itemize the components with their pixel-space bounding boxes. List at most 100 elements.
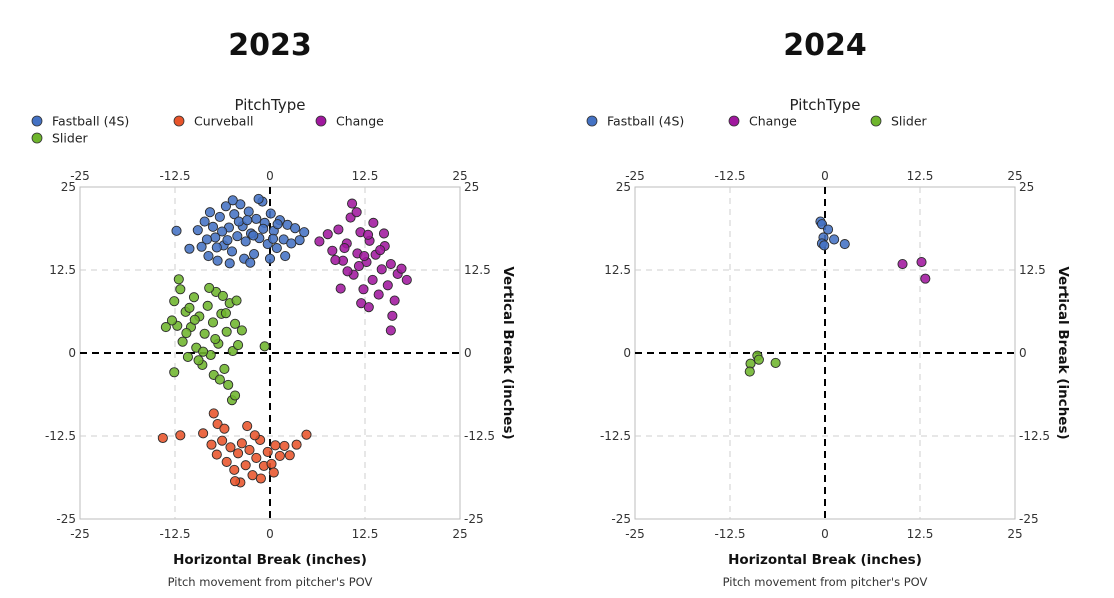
data-point bbox=[203, 251, 214, 262]
data-point bbox=[199, 328, 210, 339]
data-point bbox=[207, 317, 219, 328]
y-tick-label-right: 25 bbox=[1019, 180, 1034, 194]
data-point bbox=[171, 225, 182, 236]
data-point bbox=[251, 452, 262, 463]
data-point bbox=[201, 234, 212, 245]
series-change bbox=[897, 256, 931, 284]
legend-item: Fastball (4S) bbox=[31, 114, 129, 129]
data-point bbox=[219, 423, 230, 434]
y-tick-label-left: -12.5 bbox=[600, 429, 631, 443]
data-point bbox=[181, 328, 192, 339]
data-point bbox=[259, 341, 270, 352]
data-point bbox=[173, 274, 184, 285]
data-point bbox=[368, 217, 379, 228]
data-point bbox=[232, 231, 243, 242]
data-point bbox=[839, 239, 850, 250]
chart-title: 2023 bbox=[228, 28, 312, 63]
legend-item: Curveball bbox=[173, 114, 253, 129]
y-tick-label-right: -25 bbox=[464, 512, 484, 526]
data-point bbox=[753, 354, 764, 365]
series-change bbox=[314, 198, 412, 336]
data-point bbox=[290, 223, 301, 234]
data-point bbox=[229, 476, 241, 487]
legend-label: Curveball bbox=[194, 114, 253, 129]
data-point bbox=[266, 458, 277, 469]
data-point bbox=[347, 198, 358, 209]
series-slider bbox=[160, 274, 270, 406]
legend-label: Slider bbox=[891, 114, 928, 129]
x-tick-label-top: 12.5 bbox=[352, 169, 379, 183]
y-tick-label-right: -25 bbox=[1019, 512, 1039, 526]
data-point bbox=[166, 315, 178, 326]
data-point bbox=[274, 450, 285, 461]
data-point bbox=[182, 351, 193, 363]
x-tick-label-top: 0 bbox=[821, 169, 829, 183]
y-tick-label-right: 25 bbox=[464, 180, 479, 194]
data-point bbox=[177, 336, 188, 347]
y-tick-label-left: 0 bbox=[623, 346, 631, 360]
data-point bbox=[208, 408, 219, 419]
data-point bbox=[220, 308, 231, 319]
x-axis-label: Horizontal Break (inches) bbox=[728, 552, 922, 568]
data-point bbox=[206, 439, 217, 450]
data-point bbox=[219, 363, 230, 374]
data-point bbox=[221, 326, 232, 337]
y-tick-label-right: 0 bbox=[1019, 346, 1027, 360]
x-axis-label: Horizontal Break (inches) bbox=[173, 552, 367, 568]
y-tick-label-left: 12.5 bbox=[604, 263, 631, 277]
data-point bbox=[211, 449, 222, 460]
data-point bbox=[385, 325, 396, 336]
data-point bbox=[202, 300, 213, 311]
data-point bbox=[272, 219, 283, 230]
data-point bbox=[255, 473, 266, 484]
data-point bbox=[267, 233, 279, 244]
data-point bbox=[376, 264, 387, 275]
data-point bbox=[193, 355, 204, 366]
data-point bbox=[236, 325, 247, 336]
legend-label: Fastball (4S) bbox=[607, 114, 684, 129]
data-point bbox=[242, 215, 253, 226]
data-point bbox=[916, 256, 927, 268]
data-point bbox=[385, 258, 396, 270]
data-point bbox=[291, 439, 302, 450]
data-point bbox=[175, 284, 186, 295]
data-point bbox=[211, 242, 222, 253]
data-point bbox=[897, 258, 908, 270]
chart-caption: Pitch movement from pitcher's POV bbox=[168, 575, 373, 589]
data-point bbox=[342, 266, 353, 277]
data-point bbox=[382, 280, 393, 291]
legend-item: Slider bbox=[870, 114, 928, 129]
data-point bbox=[280, 251, 291, 262]
chart-caption: Pitch movement from pitcher's POV bbox=[723, 575, 928, 589]
data-point bbox=[330, 254, 341, 266]
data-point bbox=[375, 245, 386, 256]
data-point bbox=[229, 209, 240, 220]
data-point bbox=[222, 235, 233, 246]
chart-title: 2024 bbox=[783, 28, 867, 63]
legend-swatch-icon bbox=[31, 132, 43, 144]
data-point bbox=[248, 249, 260, 260]
x-tick-label-top: -25 bbox=[70, 169, 90, 183]
data-point bbox=[265, 208, 276, 219]
data-point bbox=[363, 302, 374, 313]
legend-item: Change bbox=[315, 114, 384, 129]
y-tick-label-left: -25 bbox=[56, 512, 76, 526]
data-point bbox=[240, 460, 251, 471]
data-point bbox=[299, 227, 310, 238]
data-point bbox=[268, 467, 279, 478]
x-tick-label-bottom: -25 bbox=[625, 527, 645, 541]
data-point bbox=[270, 440, 281, 451]
data-point bbox=[214, 374, 225, 385]
series-fastball-4s- bbox=[815, 216, 850, 251]
legend-swatch-icon bbox=[870, 115, 882, 127]
data-point bbox=[242, 420, 253, 432]
data-point bbox=[362, 229, 374, 240]
data-point bbox=[226, 246, 238, 257]
data-point bbox=[225, 442, 236, 453]
data-point bbox=[244, 444, 255, 455]
data-point bbox=[271, 243, 282, 254]
legend-title: PitchType bbox=[790, 96, 861, 114]
x-tick-label-top: -12.5 bbox=[714, 169, 745, 183]
